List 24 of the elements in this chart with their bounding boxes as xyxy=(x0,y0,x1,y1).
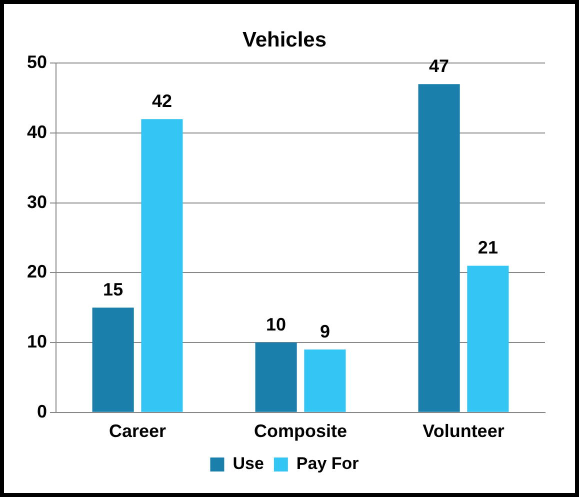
y-tick-label: 0 xyxy=(37,401,48,422)
y-tick-label: 10 xyxy=(26,332,48,352)
y-tick-label: 40 xyxy=(26,122,48,142)
data-label: 47 xyxy=(429,56,450,76)
legend-label: Pay For xyxy=(296,454,360,474)
x-tick-label: Career xyxy=(108,421,166,442)
data-label: 10 xyxy=(266,314,286,335)
x-tick-label: Composite xyxy=(254,421,348,442)
x-tick-label: Volunteer xyxy=(422,421,504,442)
data-label: 42 xyxy=(152,91,172,112)
y-tick-label: 30 xyxy=(26,192,48,212)
chart-title: Vehicles xyxy=(242,28,327,52)
data-label: 9 xyxy=(320,322,330,342)
bar xyxy=(304,350,346,412)
bar xyxy=(255,342,297,412)
y-tick-label: 50 xyxy=(26,52,48,72)
legend-label: Use xyxy=(232,454,264,474)
y-tick-label: 20 xyxy=(26,262,48,282)
bar xyxy=(141,119,183,412)
data-label: 15 xyxy=(103,280,124,300)
bar xyxy=(418,84,460,412)
data-label: 21 xyxy=(478,238,498,258)
bar xyxy=(467,266,509,412)
bar xyxy=(92,308,134,412)
